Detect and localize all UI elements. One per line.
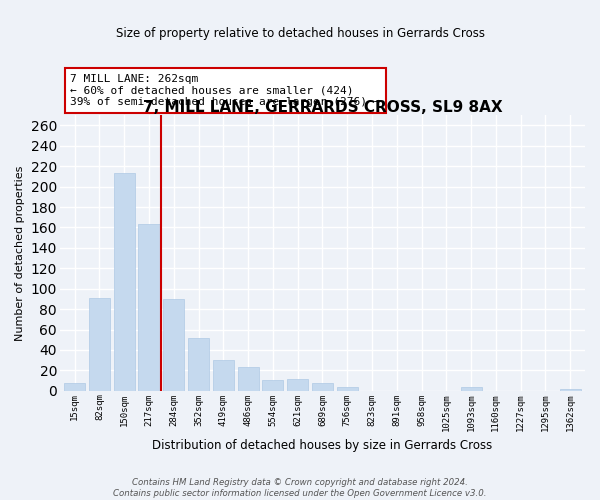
Bar <box>312 382 333 391</box>
Bar <box>114 174 135 391</box>
Bar <box>560 388 581 391</box>
X-axis label: Distribution of detached houses by size in Gerrards Cross: Distribution of detached houses by size … <box>152 440 493 452</box>
Bar <box>238 368 259 391</box>
Text: Contains HM Land Registry data © Crown copyright and database right 2024.
Contai: Contains HM Land Registry data © Crown c… <box>113 478 487 498</box>
Bar <box>213 360 234 391</box>
Bar <box>287 378 308 391</box>
Text: Size of property relative to detached houses in Gerrards Cross: Size of property relative to detached ho… <box>115 28 485 40</box>
Bar <box>262 380 283 391</box>
Bar <box>89 298 110 391</box>
Bar <box>64 382 85 391</box>
Text: 7 MILL LANE: 262sqm
← 60% of detached houses are smaller (424)
39% of semi-detac: 7 MILL LANE: 262sqm ← 60% of detached ho… <box>70 74 381 107</box>
Bar <box>188 338 209 391</box>
Bar <box>163 299 184 391</box>
Y-axis label: Number of detached properties: Number of detached properties <box>15 166 25 340</box>
Title: 7, MILL LANE, GERRARDS CROSS, SL9 8AX: 7, MILL LANE, GERRARDS CROSS, SL9 8AX <box>143 100 502 115</box>
Bar <box>337 386 358 391</box>
Bar <box>461 386 482 391</box>
Bar <box>139 224 160 391</box>
